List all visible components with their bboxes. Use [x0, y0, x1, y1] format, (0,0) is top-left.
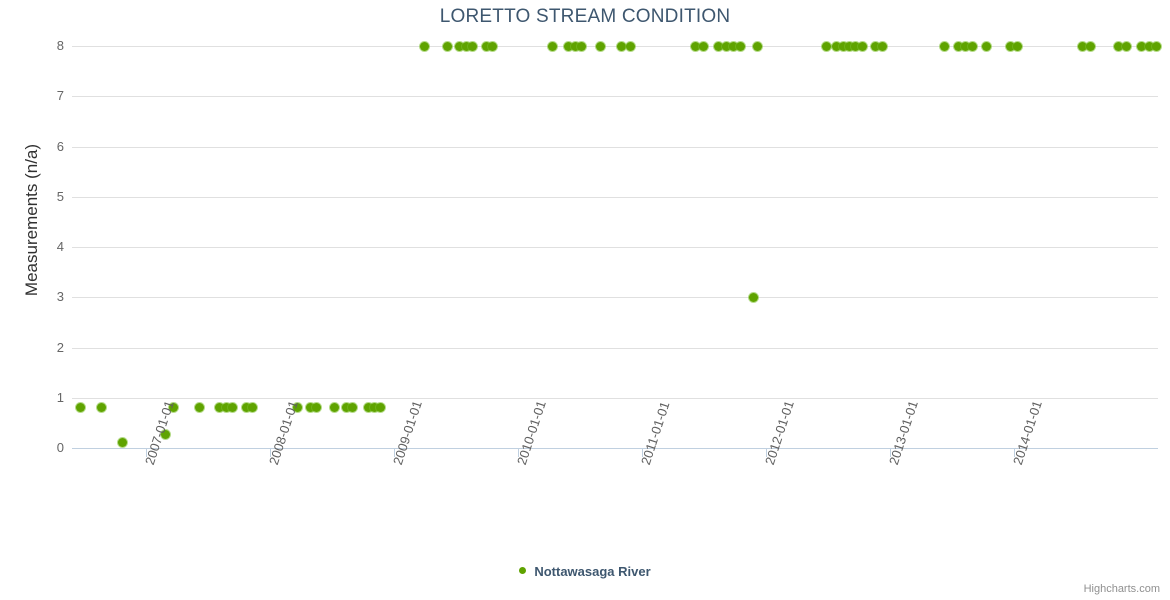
gridline — [72, 297, 1158, 299]
data-point[interactable] — [1077, 41, 1087, 51]
y-tick-label: 8 — [56, 38, 64, 53]
legend-marker-icon — [519, 567, 527, 575]
data-point[interactable] — [563, 41, 573, 51]
x-tick-mark — [766, 448, 767, 457]
y-tick-label: 1 — [56, 389, 64, 405]
data-point[interactable] — [311, 403, 321, 413]
data-point[interactable] — [713, 41, 723, 51]
data-point[interactable] — [728, 41, 738, 51]
data-point[interactable] — [967, 41, 977, 51]
data-point[interactable] — [117, 438, 127, 448]
data-point[interactable] — [838, 41, 848, 51]
data-point[interactable] — [168, 403, 178, 413]
x-tick-mark — [394, 448, 395, 457]
data-point[interactable] — [960, 41, 970, 51]
data-point[interactable] — [214, 403, 224, 413]
x-tick-mark — [146, 448, 147, 457]
data-point[interactable] — [247, 403, 257, 413]
x-tick-mark — [270, 448, 271, 457]
data-point[interactable] — [461, 41, 471, 51]
data-point[interactable] — [375, 403, 385, 413]
data-point[interactable] — [625, 41, 635, 51]
plot-area — [72, 41, 1161, 449]
data-point[interactable] — [481, 41, 491, 51]
gridline — [72, 347, 1158, 349]
data-point[interactable] — [844, 41, 854, 51]
data-point[interactable] — [698, 41, 708, 51]
gridline — [72, 146, 1158, 148]
data-point[interactable] — [547, 41, 557, 51]
y-tick-label: 0 — [56, 440, 64, 455]
data-point[interactable] — [96, 403, 106, 413]
data-point[interactable] — [292, 403, 302, 413]
y-tick-label: 5 — [56, 188, 64, 204]
chart-legend[interactable]: Nottawasaga River — [0, 563, 1170, 579]
data-point[interactable] — [329, 403, 339, 413]
data-point[interactable] — [939, 41, 949, 51]
data-point[interactable] — [576, 41, 586, 51]
gridline — [72, 397, 1158, 399]
data-point[interactable] — [160, 429, 170, 439]
data-point[interactable] — [305, 403, 315, 413]
data-point[interactable] — [850, 41, 860, 51]
data-point[interactable] — [341, 403, 351, 413]
data-point[interactable] — [877, 41, 887, 51]
data-point[interactable] — [1121, 41, 1131, 51]
x-tick-mark — [890, 448, 891, 457]
x-tick-mark — [642, 448, 643, 457]
data-point[interactable] — [487, 41, 497, 51]
data-point[interactable] — [748, 292, 758, 302]
data-point[interactable] — [221, 403, 231, 413]
y-tick-label: 7 — [56, 88, 64, 104]
data-point[interactable] — [595, 41, 605, 51]
x-tick-mark — [518, 448, 519, 457]
data-point[interactable] — [981, 41, 991, 51]
data-point[interactable] — [857, 41, 867, 51]
chart-title: LORETTO STREAM CONDITION — [439, 6, 731, 27]
data-point[interactable] — [454, 41, 464, 51]
y-tick-label: 4 — [56, 239, 64, 254]
data-point[interactable] — [690, 41, 700, 51]
gridline — [72, 247, 1158, 248]
x-axis-line — [72, 448, 1158, 449]
y-tick-label: 6 — [56, 138, 64, 154]
y-axis-tick-labels: 0 1 2 3 4 5 6 7 8 — [20, 0, 64, 600]
data-point[interactable] — [1012, 41, 1022, 51]
data-point[interactable] — [467, 41, 477, 51]
gridline — [72, 196, 1158, 198]
data-point[interactable] — [419, 41, 429, 51]
data-point[interactable] — [616, 41, 626, 51]
data-point[interactable] — [363, 403, 373, 413]
data-point[interactable] — [369, 403, 379, 413]
data-point[interactable] — [241, 403, 251, 413]
data-point[interactable] — [1151, 41, 1161, 51]
data-point[interactable] — [821, 41, 831, 51]
data-point[interactable] — [442, 41, 452, 51]
data-point[interactable] — [1136, 41, 1146, 51]
data-point[interactable] — [347, 403, 357, 413]
data-point[interactable] — [1085, 41, 1095, 51]
x-tick-mark — [1014, 448, 1015, 457]
data-point[interactable] — [570, 41, 580, 51]
data-point[interactable] — [953, 41, 963, 51]
data-point[interactable] — [1113, 41, 1123, 51]
legend-item-label[interactable]: Nottawasaga River — [534, 564, 651, 580]
data-point[interactable] — [752, 41, 762, 51]
credits-label[interactable]: Highcharts.com — [1083, 583, 1160, 595]
data-point[interactable] — [227, 403, 237, 413]
data-point[interactable] — [735, 41, 745, 51]
data-point[interactable] — [721, 41, 731, 51]
gridline — [72, 96, 1158, 98]
y-tick-label: 2 — [56, 339, 64, 355]
y-tick-label: 3 — [56, 289, 64, 305]
data-point[interactable] — [1005, 41, 1015, 51]
data-point[interactable] — [831, 41, 841, 51]
data-point[interactable] — [870, 41, 880, 51]
data-point[interactable] — [75, 403, 85, 413]
data-point[interactable] — [194, 403, 204, 413]
gridline — [72, 46, 1158, 47]
data-point[interactable] — [1144, 41, 1154, 51]
